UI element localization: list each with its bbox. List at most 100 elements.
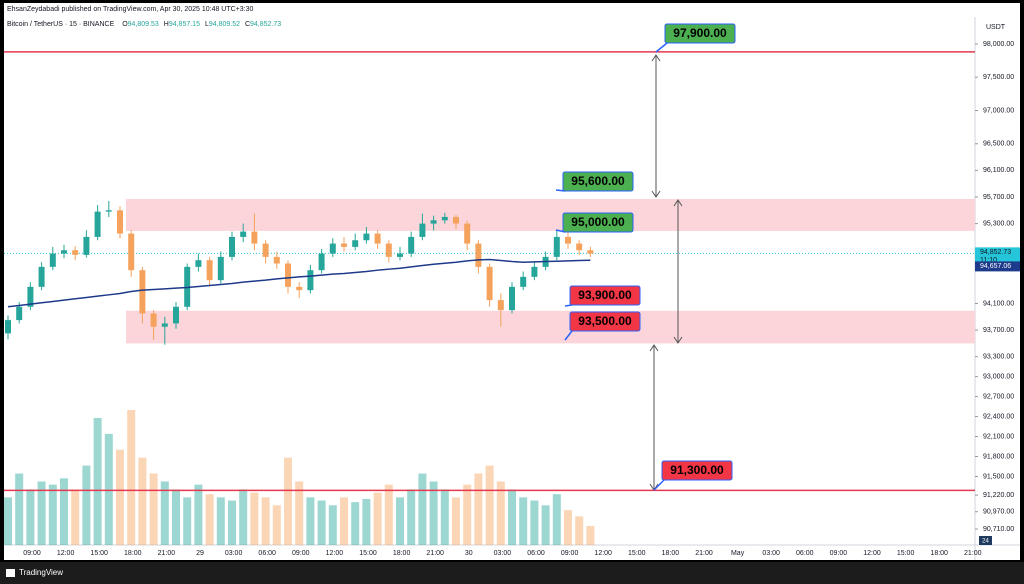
- volume-bar: [440, 489, 449, 545]
- y-tick-label: 96,500.00: [983, 141, 1014, 148]
- annotation-pointer: [655, 42, 668, 53]
- volume-bar: [541, 505, 550, 545]
- volume-bar: [15, 473, 24, 545]
- x-tick-label: 21:00: [426, 550, 444, 557]
- volume-bar: [295, 481, 304, 545]
- candle-body: [217, 256, 224, 281]
- x-tick-label: 18:00: [662, 550, 680, 557]
- volume-bar: [575, 516, 584, 545]
- x-tick-label: 15:00: [897, 550, 915, 557]
- volume-bar: [362, 498, 371, 545]
- annotation-box: [661, 460, 733, 481]
- y-tick-label: 91,220.00: [983, 492, 1014, 499]
- volume-bar: [530, 500, 539, 545]
- annotation-label: 97,900.00: [673, 26, 727, 40]
- corner-box: [979, 536, 992, 545]
- volume-bar: [239, 489, 248, 545]
- annotation-box: [562, 212, 634, 233]
- x-tick-label: 09:00: [292, 550, 310, 557]
- annotation-label: 95,600.00: [571, 174, 625, 188]
- volume-bar: [172, 489, 180, 545]
- y-tick-label: 93,700.00: [983, 327, 1014, 334]
- candle-body: [397, 253, 403, 257]
- volume-bar: [485, 465, 494, 545]
- volume-bar: [351, 502, 360, 545]
- volume-bar: [138, 457, 147, 545]
- candle-body: [441, 216, 448, 221]
- annotation-label: 95,000.00: [571, 215, 625, 229]
- candle-body: [307, 270, 314, 291]
- volume-bar: [250, 492, 259, 545]
- x-tick-label: 21:00: [158, 550, 176, 557]
- volume-bar: [508, 489, 516, 545]
- o-label: O: [122, 21, 128, 28]
- x-tick-label: 30: [465, 550, 473, 557]
- volume-bar: [429, 481, 438, 545]
- candle-body: [251, 231, 258, 244]
- h-label: H: [164, 21, 169, 28]
- candle-body: [61, 250, 67, 254]
- volume-bar: [496, 481, 505, 545]
- volume-bar: [328, 505, 337, 545]
- annotation-pointer: [564, 330, 573, 341]
- y-tick-label: 91,800.00: [983, 453, 1014, 460]
- x-tick-label: 18:00: [393, 550, 411, 557]
- candle-body: [128, 233, 135, 271]
- candle-body: [363, 233, 370, 241]
- candle-body: [285, 263, 291, 287]
- x-tick-label: 15:00: [90, 550, 108, 557]
- y-tick-label: 92,400.00: [983, 413, 1014, 420]
- y-tick-label: 93,000.00: [983, 373, 1014, 380]
- x-tick-label: 21:00: [695, 550, 713, 557]
- volume-bar: [48, 484, 57, 545]
- candle-body: [475, 243, 482, 267]
- x-tick-label: 03:00: [494, 550, 512, 557]
- candle-body: [49, 253, 56, 267]
- y-tick-label: 97,000.00: [983, 107, 1014, 114]
- candle-body: [520, 276, 527, 287]
- volume-bar: [340, 497, 348, 545]
- candle-body: [430, 220, 437, 224]
- volume-bar: [183, 497, 192, 545]
- candle-body: [341, 243, 347, 247]
- candle-body: [27, 286, 34, 307]
- y-tick-label: 95,300.00: [983, 220, 1014, 227]
- h-value: 94,857.15: [169, 21, 200, 28]
- l-value: 94,809.52: [209, 21, 240, 28]
- y-tick-label: 95,700.00: [983, 194, 1014, 201]
- ma-tag: [975, 261, 1020, 272]
- volume-bar: [194, 484, 203, 545]
- corner-label: 24: [982, 539, 989, 545]
- x-tick-label: 15:00: [359, 550, 377, 557]
- y-tick-label: 94,100.00: [983, 300, 1014, 307]
- candle-body: [161, 323, 168, 327]
- x-tick-label: 06:00: [258, 550, 276, 557]
- candle-body: [94, 211, 101, 237]
- volume-bar: [463, 484, 472, 545]
- annotation-box: [569, 311, 641, 332]
- candle-body: [173, 306, 179, 324]
- candle-body: [262, 243, 269, 257]
- footer-bar: [0, 562, 1024, 584]
- moving-average: [7, 258, 591, 308]
- brand: TradingView: [19, 568, 63, 577]
- volume-bar: [564, 510, 572, 545]
- candle-body: [16, 306, 23, 321]
- last-price-label: 94,852.73: [980, 249, 1011, 256]
- candle-body: [117, 210, 123, 234]
- candle-body: [5, 320, 11, 334]
- volume-bar: [373, 492, 382, 545]
- volume-bar: [216, 497, 225, 545]
- candle-body: [464, 223, 471, 244]
- x-tick-label: 15:00: [628, 550, 646, 557]
- candle-body: [38, 266, 45, 287]
- y-tick-label: 92,100.00: [983, 433, 1014, 440]
- candle-body: [419, 223, 426, 237]
- annotation-pointer: [653, 479, 665, 491]
- volume-bar: [418, 473, 427, 545]
- volume-bar: [586, 525, 595, 545]
- candle-body: [273, 256, 280, 264]
- y-tick-label: 91,500.00: [983, 473, 1014, 480]
- zone: [126, 310, 975, 344]
